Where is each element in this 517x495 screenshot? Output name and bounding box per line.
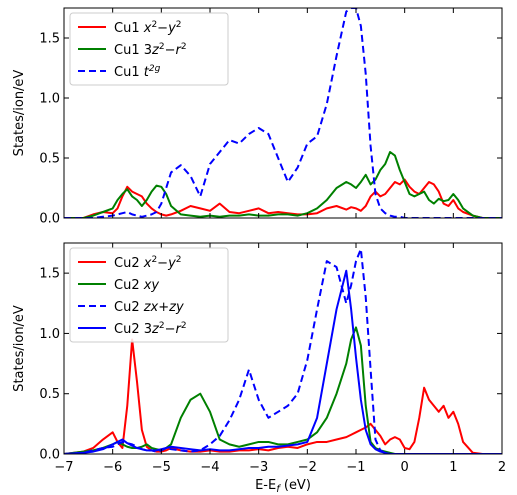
axes-frame — [63, 7, 503, 219]
y-tick-label: 1.0 — [39, 327, 60, 342]
x-tick-label: −1 — [346, 460, 365, 475]
legend-label-2: Cu2 zx+zy — [114, 300, 184, 315]
y-tick-label: 0.5 — [39, 387, 60, 402]
y-tick-label: 0.0 — [39, 212, 60, 227]
series-line-3 — [64, 269, 502, 454]
axes-frame — [63, 242, 503, 455]
series-line-0 — [64, 178, 502, 218]
panel-bottom: −7 −6 −5 −4 −3 −2 −1 0 1 2 0.0 0.5 1.0 1.5 States/ion/… — [12, 242, 506, 495]
legend — [69, 12, 229, 86]
x-tick-label: −4 — [200, 460, 219, 475]
x-tick-label: −3 — [249, 460, 268, 475]
y-tick-label: 1.5 — [39, 267, 60, 282]
legend-label-0: Cu1 x2−y2 — [114, 20, 182, 36]
y-tick-label: 0.0 — [39, 448, 60, 463]
legend-label-3: Cu2 3z2−r2 — [114, 321, 187, 337]
y-axis-title: States/ion/eV — [12, 70, 27, 157]
legend-label-2: Cu1 t2g — [114, 64, 161, 80]
legend — [69, 247, 229, 343]
legend-label-1: Cu1 3z2−r2 — [114, 42, 187, 58]
panel-top: 0.0 0.5 1.0 1.5 States/ion/eV Cu1 x2−y2 Cu1 3z… — [12, 7, 503, 227]
legend-label-0: Cu2 x2−y2 — [114, 255, 182, 271]
series-line-2 — [64, 8, 502, 218]
x-tick-label: −2 — [298, 460, 317, 475]
x-tick-label: −6 — [103, 460, 122, 475]
x-axis-title: E-Ef (eV) — [255, 478, 311, 495]
series-line-1 — [64, 326, 502, 454]
series-group — [64, 8, 502, 218]
x-tick-label: 1 — [449, 460, 457, 475]
x-tick-label: 0 — [401, 460, 409, 475]
y-tick-label: 1.5 — [39, 32, 60, 47]
series-line-0 — [64, 338, 502, 454]
series-line-1 — [64, 151, 502, 218]
x-tick-label: 2 — [498, 460, 506, 475]
x-tick-label: −5 — [152, 460, 171, 475]
y-axis-title: States/ion/eV — [12, 305, 27, 392]
series-group — [64, 248, 502, 454]
legend-label-1: Cu2 xy — [114, 278, 159, 293]
x-tick-label: −7 — [54, 460, 73, 475]
y-tick-label: 0.5 — [39, 152, 60, 167]
y-tick-label: 1.0 — [39, 92, 60, 107]
